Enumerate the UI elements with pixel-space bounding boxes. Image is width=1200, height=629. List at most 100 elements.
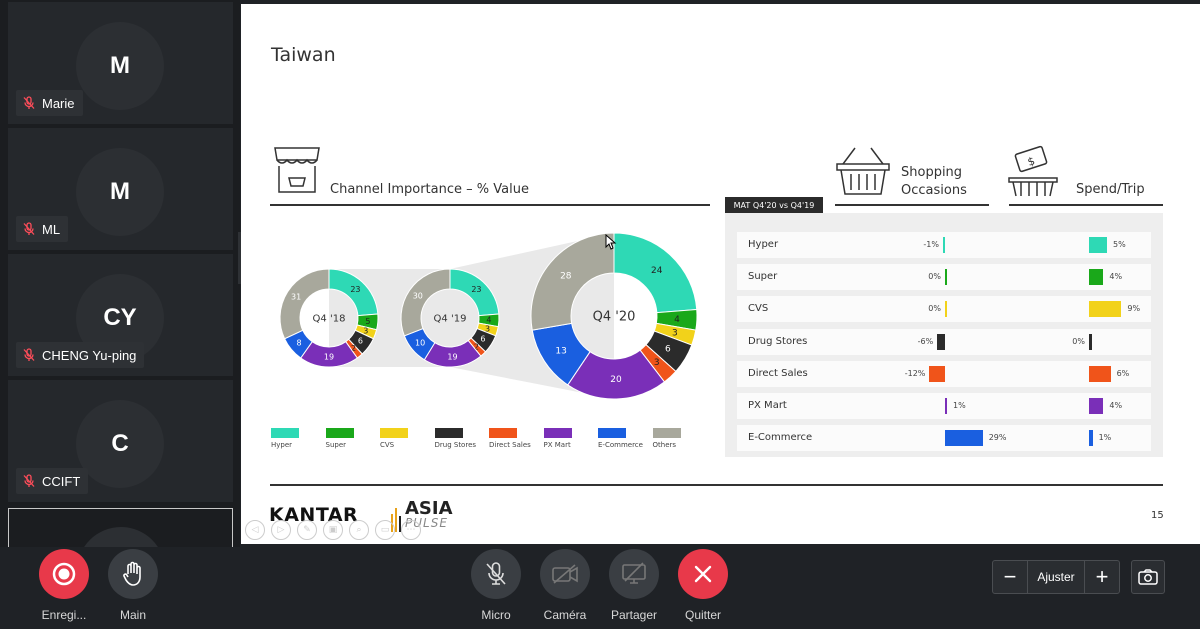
spend-value: 9% <box>1127 304 1141 314</box>
participant-tile[interactable]: CY CHENG Yu-ping <box>8 254 233 378</box>
participant-name-chip: CCIFT <box>16 468 89 494</box>
spend-value: 0% <box>1072 336 1085 346</box>
row-label: Super <box>748 271 778 283</box>
occasions-bar <box>945 430 983 447</box>
spend-bar <box>1089 301 1122 318</box>
raise-hand-icon <box>123 561 141 586</box>
camera-label: Caméra <box>543 608 587 622</box>
occasions-value: 1% <box>953 401 966 410</box>
more-options-icon[interactable]: ⋯ <box>401 520 421 540</box>
participants-sidebar: M Marie M ML CY CHENG Yu-ping C CCI <box>0 0 240 547</box>
occasions-bar <box>945 301 947 318</box>
participant-name-chip: Marie <box>16 90 83 116</box>
row-label: E-Commerce <box>748 432 813 444</box>
asia-logo-text: ASIA <box>405 498 453 519</box>
money-basket-icon: $ <box>1008 145 1058 197</box>
occasions-value: -1% <box>923 240 939 249</box>
slides-grid-icon[interactable]: ▣ <box>323 520 343 540</box>
occasions-value: 0% <box>928 304 941 314</box>
legend-label: Hyper <box>271 441 293 449</box>
spend-value: 1% <box>1098 433 1112 443</box>
zoom-slide-icon[interactable]: ⌕ <box>349 520 369 540</box>
donut-slice <box>279 268 330 340</box>
participant-tile[interactable]: M Marie <box>8 2 233 126</box>
participant-name: CCIFT <box>42 473 81 489</box>
hand-label: Main <box>119 608 146 622</box>
donut-slice <box>530 232 615 331</box>
legend-swatch <box>489 428 517 438</box>
call-controls-bar: Enregi... Main Micro Caméra Partager <box>0 547 1200 629</box>
legend-item: Super <box>325 428 386 449</box>
zoom-in-button[interactable]: + <box>1095 564 1109 589</box>
occasions-bar <box>945 398 947 414</box>
occasions-value: 0% <box>928 272 941 282</box>
divider <box>270 204 710 206</box>
quit-circle <box>678 549 728 599</box>
next-slide-icon[interactable]: ▷ <box>271 520 291 540</box>
shared-slide: Taiwan Channel Importance – % Value Shop… <box>241 4 1200 544</box>
quit-button[interactable]: Quitter <box>663 549 743 622</box>
mic-muted-icon <box>23 348 35 361</box>
donut-slice-label: 13 <box>555 346 566 356</box>
shopping-occasions-title: Shopping Occasions <box>901 164 967 200</box>
donut-slice-label: 2 <box>351 344 356 353</box>
zoom-fit-button[interactable]: Ajuster <box>1027 561 1085 593</box>
participant-name: ML <box>42 221 61 237</box>
legend-item: Others <box>652 428 713 449</box>
row-label: PX Mart <box>748 400 787 411</box>
row-label: Hyper <box>748 239 779 250</box>
store-icon <box>274 147 320 193</box>
occasions-value: -12% <box>904 368 926 378</box>
raise-hand-button[interactable]: Main <box>93 549 173 622</box>
avatar: C <box>76 400 164 488</box>
footer-divider <box>270 484 1163 486</box>
legend-item: PX Mart <box>543 428 604 449</box>
pen-icon[interactable]: ✎ <box>297 520 317 540</box>
spend-value: 4% <box>1109 272 1123 282</box>
divider <box>835 204 989 206</box>
legend-swatch <box>271 428 299 438</box>
legend-swatch <box>652 428 681 438</box>
mic-label: Micro <box>481 608 511 622</box>
screenshot-button[interactable] <box>1131 560 1165 594</box>
donut-center-label: Q4 '18 <box>313 313 346 324</box>
subtitles-icon[interactable]: ▭ <box>375 520 395 540</box>
camera-button[interactable]: Caméra <box>525 549 605 622</box>
legend-label: E-Commerce <box>598 441 643 449</box>
legend-item: Hyper <box>271 428 331 449</box>
zoom-out-button[interactable]: − <box>1003 564 1017 589</box>
participant-tile-selected[interactable] <box>8 508 233 547</box>
participant-tile[interactable]: M ML <box>8 128 233 252</box>
metrics-row: Drug Stores -6% 0% <box>737 328 1151 355</box>
donut-slice-label: 19 <box>324 353 334 362</box>
legend-item: CVS <box>380 428 440 449</box>
participant-tile[interactable]: C CCIFT <box>8 380 233 504</box>
spend-bar <box>1089 333 1092 350</box>
slide-number: 15 <box>1151 510 1164 521</box>
record-button[interactable]: Enregi... <box>24 549 104 622</box>
legend-swatch <box>598 428 626 438</box>
prev-slide-icon[interactable]: ◁ <box>245 520 265 540</box>
donut-slice-label: 10 <box>415 339 425 348</box>
quit-label: Quitter <box>684 608 721 622</box>
share-label: Partager <box>610 608 658 622</box>
donut-slice-label: 6 <box>665 345 671 355</box>
occasions-bar <box>943 237 945 253</box>
channel-importance-title: Channel Importance – % Value <box>330 182 529 197</box>
mic-button[interactable]: Micro <box>456 549 536 622</box>
legend-label: Direct Sales <box>489 441 531 449</box>
row-label: CVS <box>748 303 769 315</box>
hand-circle <box>108 549 158 599</box>
share-circle <box>609 549 659 599</box>
share-screen-off-icon <box>622 562 646 584</box>
metrics-row: PX Mart 1% 4% <box>737 393 1151 419</box>
share-screen-button[interactable]: Partager <box>594 549 674 622</box>
legend-label: Drug Stores <box>434 441 477 449</box>
occasions-bar <box>945 269 947 286</box>
spend-bar <box>1089 269 1104 286</box>
avatar: M <box>76 22 164 110</box>
spend-value: 4% <box>1109 401 1123 410</box>
donut-slice-label: 6 <box>480 335 485 344</box>
spend-value: 5% <box>1113 240 1126 249</box>
occasions-value: -6% <box>917 336 934 346</box>
